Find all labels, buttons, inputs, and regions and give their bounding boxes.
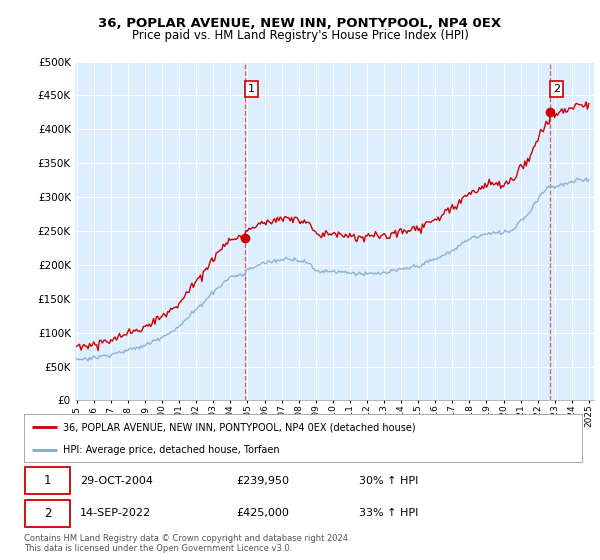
Text: 33% ↑ HPI: 33% ↑ HPI <box>359 508 418 518</box>
Text: Contains HM Land Registry data © Crown copyright and database right 2024.: Contains HM Land Registry data © Crown c… <box>24 534 350 543</box>
Text: This data is licensed under the Open Government Licence v3.0.: This data is licensed under the Open Gov… <box>24 544 292 553</box>
Text: 36, POPLAR AVENUE, NEW INN, PONTYPOOL, NP4 0EX: 36, POPLAR AVENUE, NEW INN, PONTYPOOL, N… <box>98 17 502 30</box>
Text: 14-SEP-2022: 14-SEP-2022 <box>80 508 151 518</box>
Text: Price paid vs. HM Land Registry's House Price Index (HPI): Price paid vs. HM Land Registry's House … <box>131 29 469 42</box>
Text: £239,950: £239,950 <box>236 476 289 486</box>
Text: 1: 1 <box>44 474 51 487</box>
Text: £425,000: £425,000 <box>236 508 289 518</box>
Text: HPI: Average price, detached house, Torfaen: HPI: Average price, detached house, Torf… <box>63 445 280 455</box>
Text: 36, POPLAR AVENUE, NEW INN, PONTYPOOL, NP4 0EX (detached house): 36, POPLAR AVENUE, NEW INN, PONTYPOOL, N… <box>63 422 416 432</box>
FancyBboxPatch shape <box>25 468 70 494</box>
Text: 1: 1 <box>248 84 255 94</box>
Text: 30% ↑ HPI: 30% ↑ HPI <box>359 476 418 486</box>
Text: 2: 2 <box>553 84 560 94</box>
Text: 2: 2 <box>44 507 51 520</box>
FancyBboxPatch shape <box>25 500 70 526</box>
Text: 29-OCT-2004: 29-OCT-2004 <box>80 476 153 486</box>
